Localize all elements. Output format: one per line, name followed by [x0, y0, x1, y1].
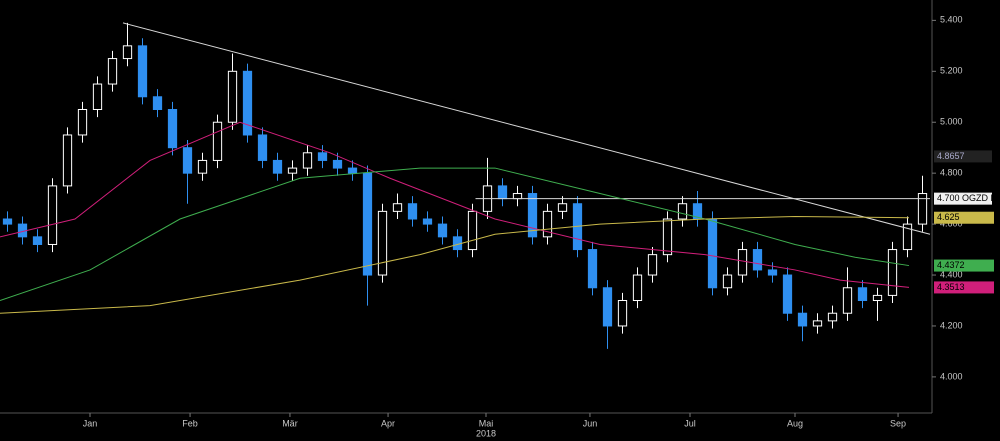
price-label-box	[934, 211, 994, 224]
moving-average	[0, 215, 910, 314]
candle-body	[632, 274, 643, 301]
candle-body	[767, 269, 778, 276]
candle-body	[302, 152, 313, 169]
candle-body	[392, 203, 403, 212]
candle-body	[737, 249, 748, 276]
candle-body	[377, 210, 388, 276]
price-label-box	[934, 150, 992, 163]
candle-body	[512, 193, 523, 200]
y-tick-label: 5.200	[940, 66, 963, 76]
x-axis-year: 2018	[476, 428, 496, 438]
candle-body	[182, 147, 193, 174]
x-tick-label: Sep	[890, 418, 906, 428]
x-tick-label: Apr	[381, 418, 395, 428]
candle-body	[62, 134, 73, 187]
moving-average	[0, 167, 910, 301]
candle-body	[422, 218, 433, 225]
price-label: 4.3513	[937, 282, 965, 292]
y-tick-label: 4.800	[940, 168, 963, 178]
candle-body	[2, 218, 13, 225]
candle-body	[707, 218, 718, 289]
price-label: 4.4372	[937, 260, 965, 270]
candle-body	[92, 83, 103, 111]
candle-body	[677, 203, 688, 220]
candle-body	[587, 249, 598, 289]
x-tick-label: Aug	[787, 418, 803, 428]
candle-body	[257, 134, 268, 161]
price-label: 4.625	[937, 212, 960, 222]
candle-body	[32, 236, 43, 245]
candle-body	[497, 185, 508, 200]
candle-body	[542, 210, 553, 238]
candle-body	[152, 96, 163, 111]
price-label: 4.8657	[937, 151, 965, 161]
x-tick-label: Jan	[83, 418, 98, 428]
candle-body	[227, 70, 238, 123]
x-tick-label: Mai	[479, 418, 494, 428]
candle-body	[242, 70, 253, 136]
candle-body	[812, 320, 823, 327]
x-tick-label: Jun	[583, 418, 598, 428]
moving-average	[0, 121, 910, 288]
y-tick-label: 4.400	[940, 269, 963, 279]
candle-body	[137, 45, 148, 98]
candle-body	[752, 249, 763, 271]
x-tick-label: Feb	[182, 418, 198, 428]
y-tick-label: 4.200	[940, 320, 963, 330]
candle-body	[362, 172, 373, 276]
price-label-box	[934, 192, 992, 205]
y-tick-label: 5.000	[940, 117, 963, 127]
candle-body	[842, 287, 853, 314]
candle-body	[557, 203, 568, 212]
candle-body	[872, 294, 883, 301]
x-tick-label: Mär	[282, 418, 298, 428]
candle-body	[272, 159, 283, 174]
candle-body	[647, 254, 658, 276]
candle-body	[602, 287, 613, 327]
price-label-box	[934, 259, 994, 272]
candle-body	[617, 299, 628, 327]
candle-body	[857, 287, 868, 301]
candle-body	[887, 249, 898, 296]
candle-body	[122, 45, 133, 60]
candle-body	[917, 193, 928, 225]
candle-body	[467, 210, 478, 251]
candle-body	[167, 109, 178, 149]
candle-body	[662, 218, 673, 256]
candle-body	[317, 152, 328, 161]
candle-body	[212, 121, 223, 161]
candle-body	[902, 223, 913, 251]
candle-body	[782, 274, 793, 314]
candle-body	[827, 312, 838, 322]
candle-body	[527, 193, 538, 238]
x-tick-label: Jul	[684, 418, 696, 428]
candle-body	[77, 109, 88, 136]
y-tick-label: 4.000	[940, 371, 963, 381]
candle-body	[107, 58, 118, 85]
candle-body	[347, 167, 358, 174]
y-tick-label: 5.400	[940, 15, 963, 25]
price-label-box	[934, 281, 994, 294]
candle-body	[287, 167, 298, 174]
candle-body	[437, 223, 448, 238]
candle-body	[407, 203, 418, 220]
candle-body	[197, 159, 208, 174]
candle-body	[722, 274, 733, 289]
candle-body	[332, 159, 343, 169]
candle-body	[797, 312, 808, 327]
price-label: 4.700 OGZD LI	[937, 193, 998, 203]
candle-body	[47, 185, 58, 245]
